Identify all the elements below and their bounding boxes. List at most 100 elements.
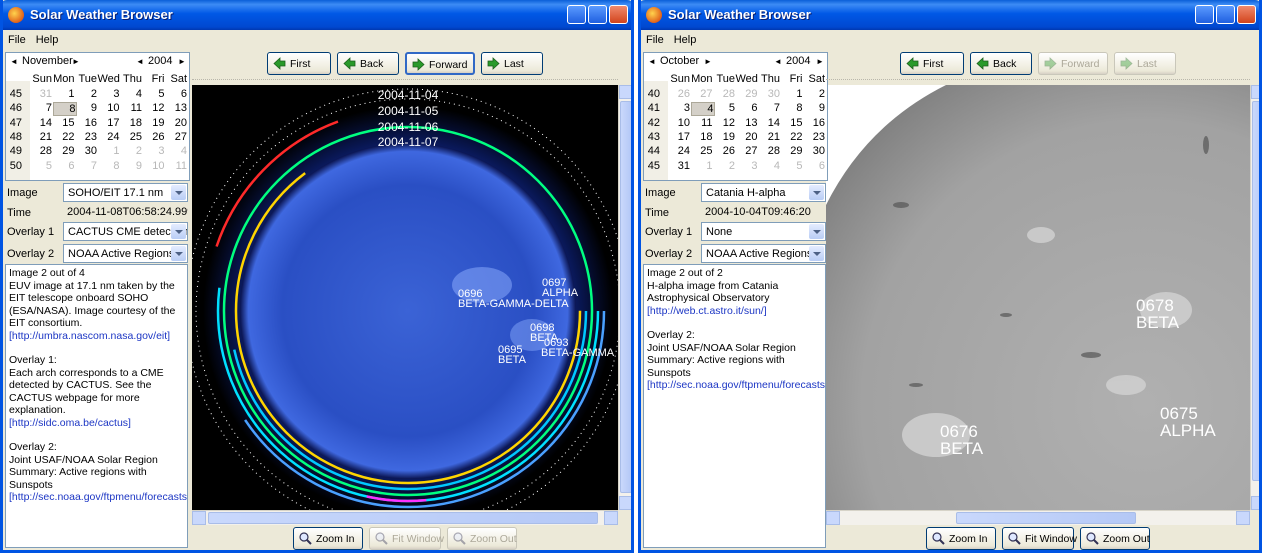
day[interactable]: 28 [39,145,52,158]
day[interactable]: 18 [700,130,713,143]
nav-button[interactable]: Forward [1038,52,1108,75]
day[interactable]: 20 [745,130,758,143]
prev-year[interactable]: ◄ [774,57,782,66]
link[interactable]: [http://web.ct.astro.it/sun/] [647,304,767,317]
day[interactable]: 17 [677,130,690,143]
day[interactable]: 1 [68,88,75,100]
day[interactable]: 3 [751,159,758,172]
nav-button[interactable]: Back [337,52,399,75]
scroll-thumb[interactable] [956,512,1136,524]
day[interactable]: 4 [180,145,187,158]
zoom-button[interactable]: Fit Window [1002,527,1077,550]
day[interactable]: 9 [135,159,142,172]
day[interactable]: 30 [767,88,780,100]
day[interactable]: 11 [701,116,713,129]
day[interactable]: 2 [728,159,735,172]
day[interactable]: 10 [107,102,120,115]
prev-month[interactable]: ◄ [648,57,656,66]
day[interactable]: 28 [722,88,735,100]
zoom-button[interactable]: Zoom Out [447,527,517,550]
scroll-thumb[interactable] [620,101,631,493]
day[interactable]: 22 [790,130,803,143]
day[interactable]: 28 [767,145,780,158]
menu-item[interactable]: Help [35,34,59,46]
dropdown[interactable]: NOAA Active Regions [701,244,826,263]
day[interactable]: 5 [158,88,165,100]
day[interactable]: 16 [812,116,825,129]
day[interactable]: 30 [84,145,97,158]
day[interactable]: 1 [706,159,713,172]
menu-item[interactable]: File [646,34,664,46]
day[interactable]: 14 [39,116,52,129]
day[interactable]: 27 [700,88,713,100]
scroll-right[interactable] [1236,511,1250,525]
day[interactable]: 2 [90,88,97,100]
day[interactable]: 29 [745,88,758,100]
day[interactable]: 4 [773,159,780,172]
max-button[interactable] [1216,5,1235,24]
next-month[interactable]: ► [704,57,712,66]
day[interactable]: 6 [68,159,75,172]
day[interactable]: 19 [722,130,735,143]
day[interactable]: 31 [39,88,52,100]
day[interactable]: 22 [62,130,75,143]
nav-button[interactable]: Back [970,52,1032,75]
nav-button[interactable]: Last [1114,52,1176,75]
day[interactable]: 3 [158,145,165,158]
day[interactable]: 2 [818,88,825,100]
day[interactable]: 8 [52,102,77,117]
day[interactable]: 29 [62,145,75,158]
day[interactable]: 20 [174,116,187,129]
day[interactable]: 16 [84,116,97,129]
scroll-down[interactable] [619,496,631,510]
day[interactable]: 15 [790,116,803,129]
min-button[interactable] [567,5,586,24]
dropdown[interactable]: NOAA Active Regions [63,244,188,263]
day[interactable]: 23 [84,130,97,143]
day[interactable]: 13 [745,116,758,129]
day[interactable]: 27 [174,130,187,143]
next-year[interactable]: ► [178,57,186,66]
day[interactable]: 7 [773,102,780,115]
nav-button[interactable]: First [900,52,964,75]
day[interactable]: 9 [818,102,825,115]
day[interactable]: 24 [107,130,120,143]
day[interactable]: 5 [796,159,803,172]
close-button[interactable] [1237,5,1256,24]
day[interactable]: 21 [39,130,52,143]
dropdown[interactable]: SOHO/EIT 17.1 nm [63,183,188,202]
link[interactable]: [http://sidc.oma.be/cactus] [9,416,131,429]
day[interactable]: 26 [722,145,735,158]
link[interactable]: [http://sec.noaa.gov/ftpmenu/forecasts/S… [9,491,188,503]
day[interactable]: 5 [728,102,735,115]
day[interactable]: 18 [129,116,142,129]
scroll-left[interactable] [192,511,206,525]
prev-month[interactable]: ◄ [10,57,18,66]
day[interactable]: 15 [62,116,75,129]
day[interactable]: 7 [45,102,52,115]
zoom-button[interactable]: Zoom In [926,527,996,550]
day[interactable]: 19 [152,116,165,129]
day[interactable]: 5 [45,159,52,172]
day[interactable]: 3 [683,102,690,115]
day[interactable]: 8 [796,102,803,115]
day[interactable]: 14 [767,116,780,129]
day[interactable]: 1 [796,88,803,100]
day[interactable]: 10 [677,116,690,129]
link[interactable]: [http://sec.noaa.gov/ftpmenu/forecasts/S… [647,379,826,391]
day[interactable]: 3 [113,88,120,100]
day[interactable]: 17 [107,116,120,129]
day[interactable]: 11 [130,102,142,115]
day[interactable]: 13 [174,102,187,115]
zoom-button[interactable]: Fit Window [369,527,444,550]
scroll-thumb[interactable] [1252,101,1259,481]
day[interactable]: 29 [790,145,803,158]
scroll-up[interactable] [1251,85,1259,99]
day[interactable]: 10 [152,159,165,172]
scroll-down[interactable] [1251,496,1259,510]
link[interactable]: [http://umbra.nascom.nasa.gov/eit] [9,329,171,342]
day[interactable]: 25 [700,145,713,158]
day[interactable]: 24 [677,145,690,158]
day[interactable]: 4 [690,102,715,117]
day[interactable]: 6 [180,88,187,100]
